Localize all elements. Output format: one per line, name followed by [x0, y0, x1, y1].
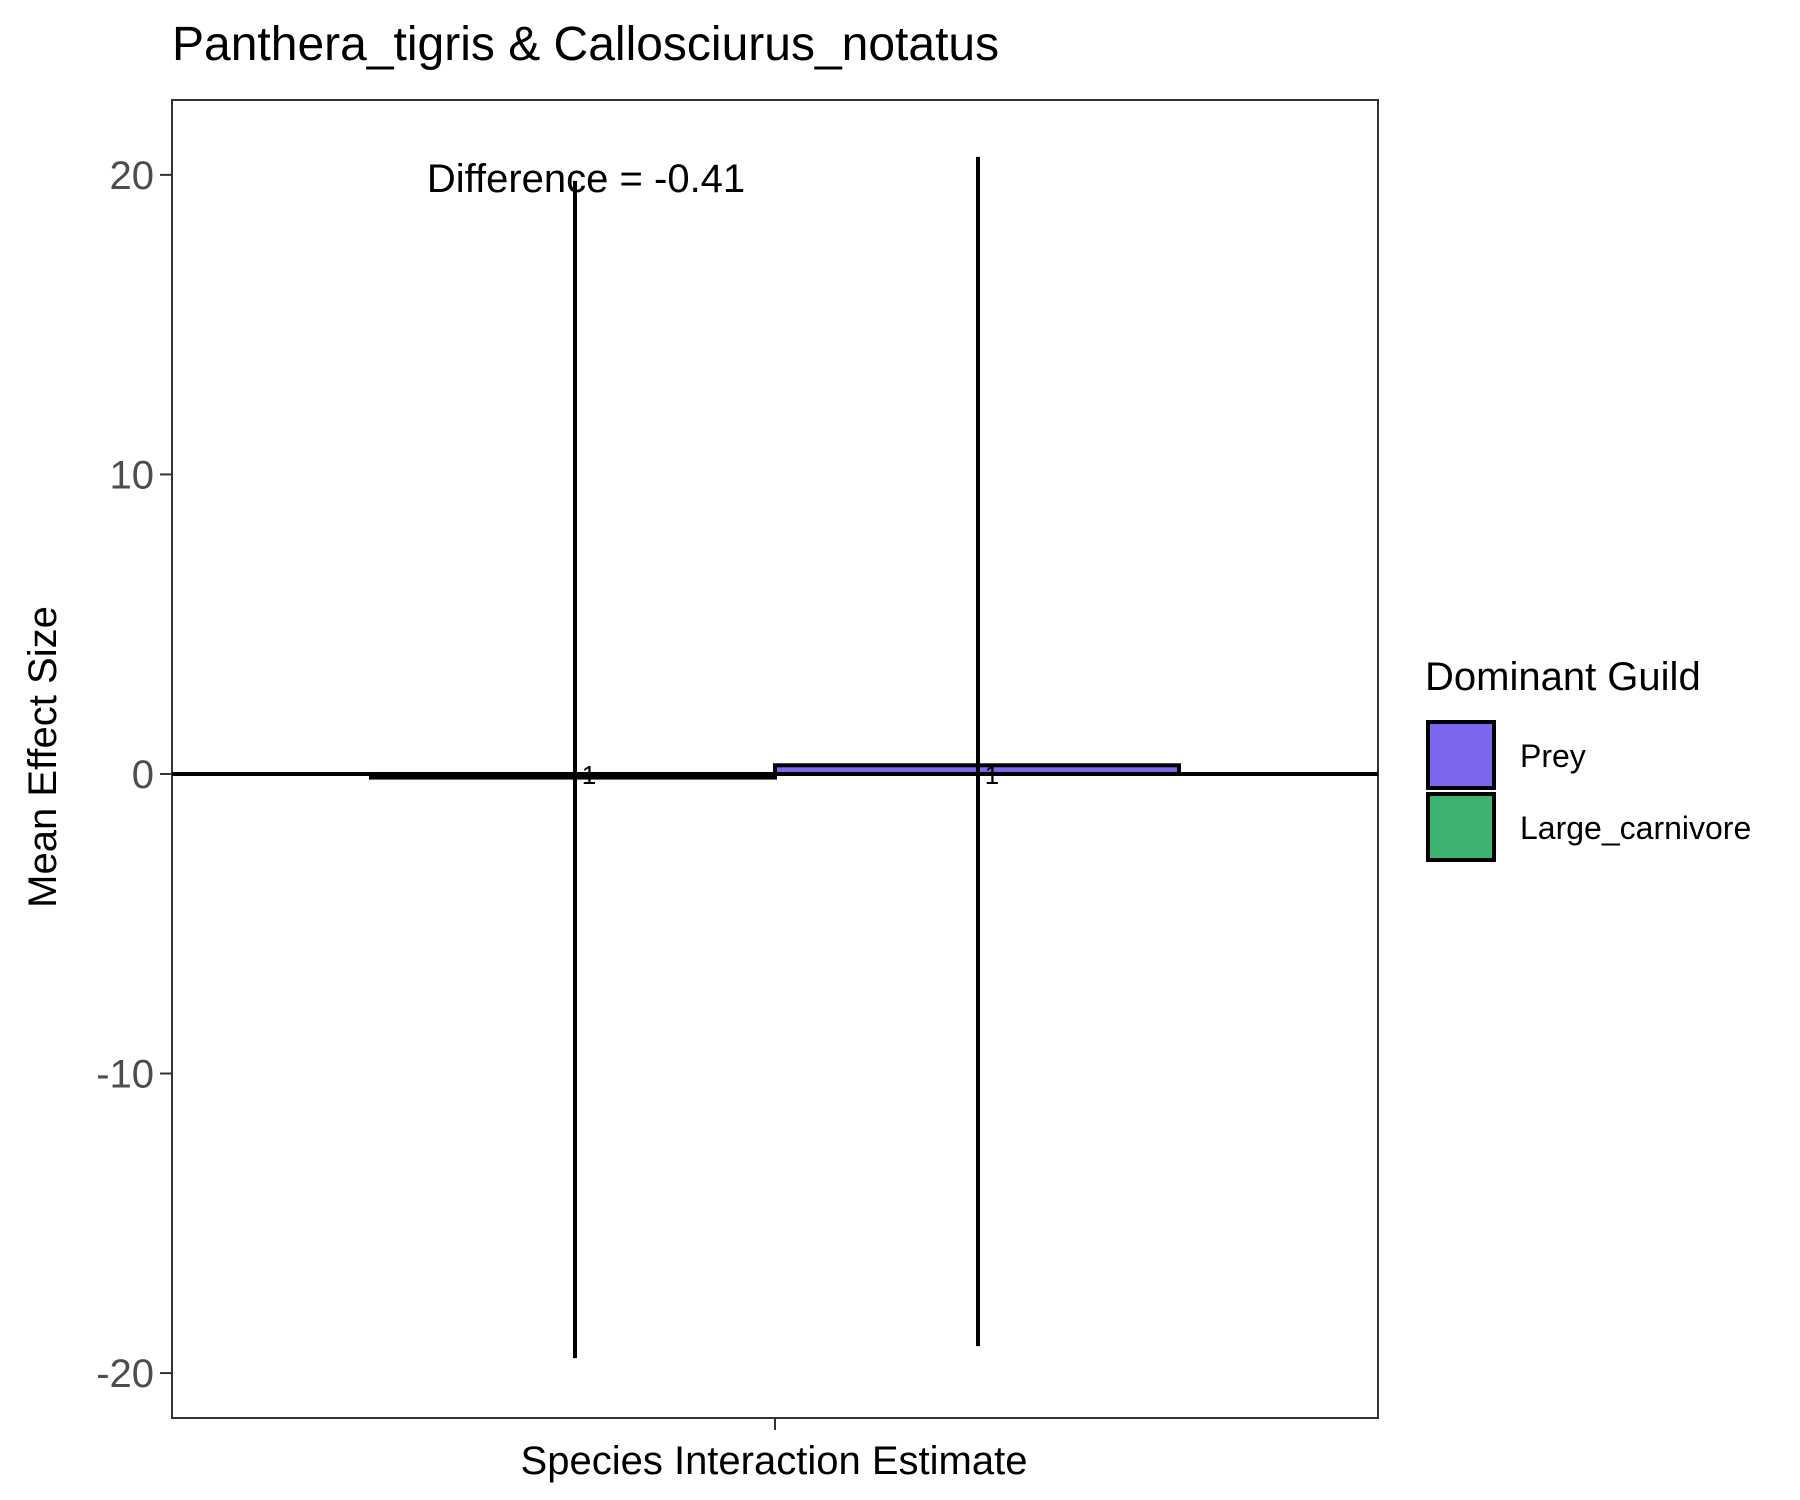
panel-border — [171, 99, 1379, 1419]
legend-label-large-carnivore: Large_carnivore — [1520, 810, 1751, 846]
difference-annotation: Difference = -0.41 — [427, 157, 745, 201]
legend-swatch-prey — [1426, 720, 1496, 790]
errorbars-layer — [573, 156, 980, 1359]
legend-swatch-large-carnivore — [1426, 792, 1496, 862]
chart-title: Panthera_tigris & Callosciurus_notatus — [172, 18, 999, 71]
y-tick-label: 10 — [110, 453, 155, 497]
y-tick-label: 0 — [132, 753, 154, 797]
plot-panel — [171, 99, 1379, 1419]
count-label-large-carnivore: 1 — [582, 760, 596, 790]
y-tick-label: -20 — [96, 1352, 154, 1396]
y-tick-label: -10 — [96, 1053, 154, 1097]
legend-items: Prey Large_carnivore — [1426, 720, 1751, 862]
legend: Dominant Guild Prey Large_carnivore — [1425, 655, 1751, 862]
y-axis: 20 10 0 -10 -20 — [96, 154, 172, 1396]
y-axis-title: Mean Effect Size — [21, 606, 65, 908]
count-label-prey: 1 — [985, 760, 999, 790]
legend-label-prey: Prey — [1520, 738, 1586, 774]
legend-title: Dominant Guild — [1425, 655, 1701, 699]
y-tick-label: 20 — [110, 154, 155, 198]
x-axis-title: Species Interaction Estimate — [521, 1439, 1028, 1483]
